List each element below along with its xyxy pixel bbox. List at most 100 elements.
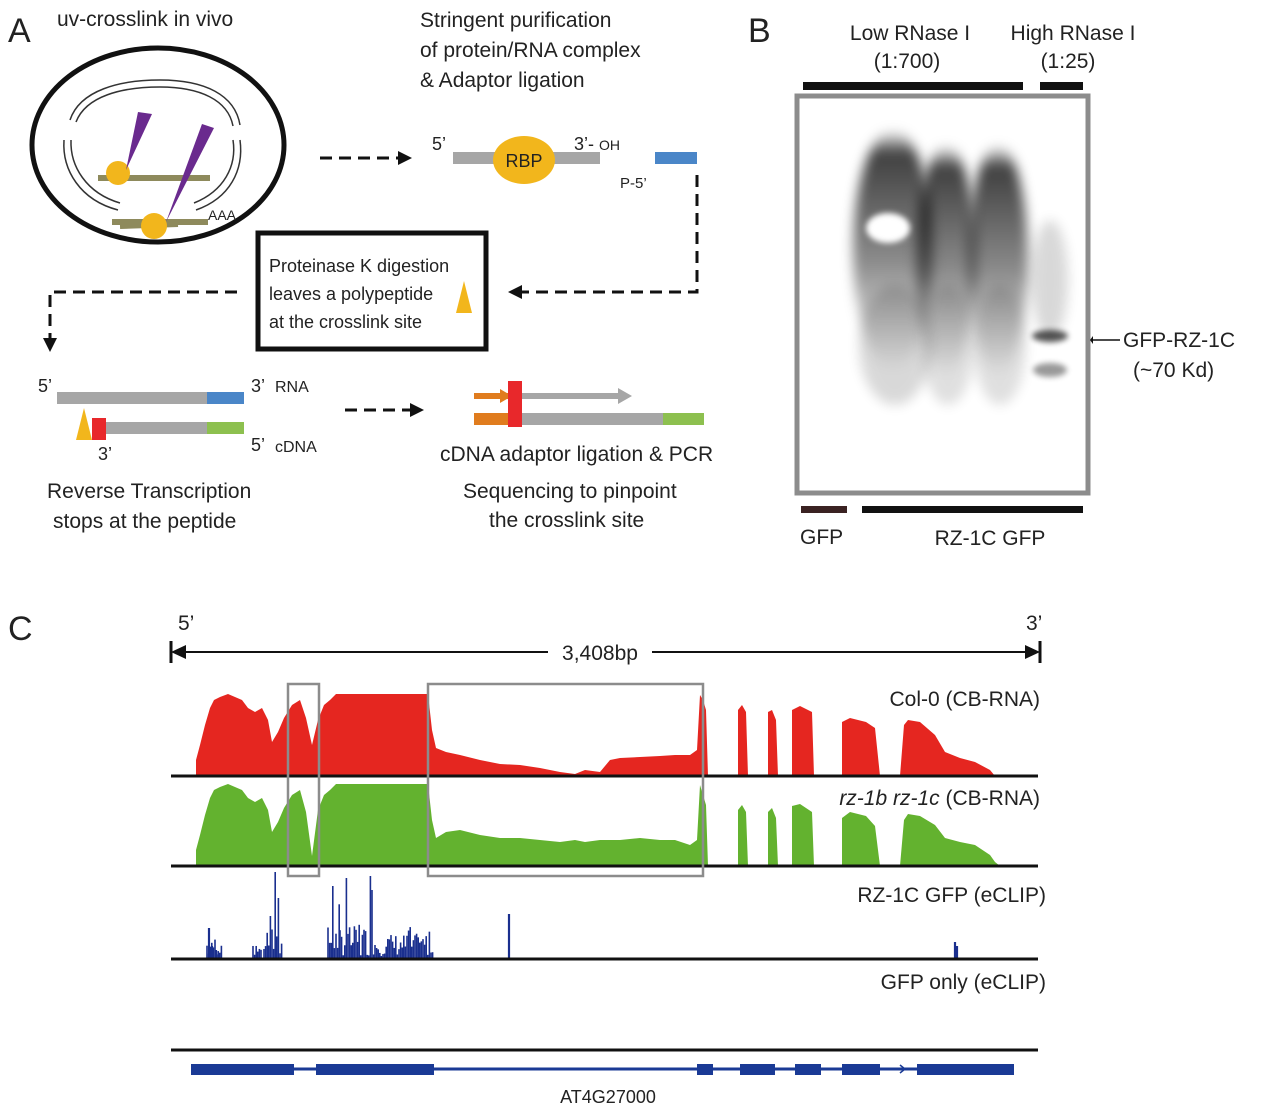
gene-model <box>191 1064 1014 1075</box>
gel-band-lower <box>1033 363 1067 377</box>
rna-label: RNA <box>275 379 309 396</box>
exon-3 <box>697 1064 713 1075</box>
arrow-head-2 <box>508 285 522 299</box>
nucleus-envelope-inner <box>75 86 234 127</box>
exon-2 <box>316 1064 434 1075</box>
peptide-icon-box <box>456 281 472 313</box>
high-rnase-ratio: (1:25) <box>1041 50 1096 73</box>
gel-smear-1 <box>859 285 931 405</box>
uv-beam-2 <box>166 124 214 222</box>
panel-b-letter: B <box>748 12 771 50</box>
cell-membrane <box>29 45 287 245</box>
band-label: GFP-RZ-1C <box>1123 329 1235 352</box>
nucleus-envelope-left <box>63 139 119 211</box>
panel-b: B Low RNase I (1:700) High RNase I (1:25… <box>748 12 1235 550</box>
gel-smear-2 <box>922 285 974 405</box>
nucleus-envelope-right <box>195 139 242 211</box>
low-rnase-ratio: (1:700) <box>874 50 941 73</box>
pcr-caption-line3: the crosslink site <box>489 509 644 532</box>
rbp-three-prime: 3’- <box>574 134 594 154</box>
low-rnase-bar <box>803 82 1023 90</box>
gene-name: AT4G27000 <box>560 1087 656 1107</box>
eclip-bars <box>206 872 959 958</box>
scale-arrow-right <box>1025 645 1040 659</box>
coverage-col0 <box>196 694 995 776</box>
proteinase-line3: at the crosslink site <box>269 312 422 332</box>
cdna-three-label: 3’ <box>98 444 112 464</box>
exon-6 <box>842 1064 880 1075</box>
low-rnase-label: Low RNase I <box>850 22 970 45</box>
band-arrow-head <box>1090 336 1093 344</box>
step2-line3: & Adaptor ligation <box>420 69 585 92</box>
high-rnase-bar <box>1040 82 1083 90</box>
rbp-cytoplasmic <box>141 213 167 239</box>
pcr-diagram <box>474 381 704 427</box>
gene-direction-chevron <box>899 1064 907 1074</box>
proteinase-line2: leaves a polypeptide <box>269 284 433 304</box>
cdna-label: cDNA <box>275 439 317 456</box>
rbp-nuclear <box>106 161 130 185</box>
rbp-complex: 5’ RBP 3’- OH P-5’ <box>432 134 697 192</box>
cell-diagram: AAA <box>29 45 287 245</box>
exon-7 <box>917 1064 1014 1075</box>
rt-peptide-icon <box>76 408 92 440</box>
step1-label: uv-crosslink in vivo <box>57 8 233 31</box>
rbp-ellipse <box>493 136 555 184</box>
gel-image <box>853 130 1068 405</box>
pcr-caption-line1: cDNA adaptor ligation & PCR <box>440 443 713 466</box>
p5-label: P-5’ <box>620 175 647 192</box>
step2-line2: of protein/RNA complex <box>420 39 641 62</box>
exon-5 <box>795 1064 821 1075</box>
panel-c-letter: C <box>8 610 33 648</box>
panel-a-letter: A <box>8 12 31 50</box>
lane-rz-label: RZ-1C GFP <box>935 527 1046 550</box>
pcr-primer-top-head <box>500 389 512 403</box>
rt-caption-line2: stops at the peptide <box>53 510 236 533</box>
cdna-peptide-stop <box>92 418 106 440</box>
band-size: (~70 Kd) <box>1133 359 1214 382</box>
gel-band-70kd <box>1032 330 1068 342</box>
gel-smear-3 <box>974 285 1026 405</box>
step2-line1: Stringent purification <box>420 9 611 32</box>
lane-gfp-bar <box>801 506 847 513</box>
pcr-peptide <box>508 381 522 427</box>
rna-three-label: 3’ <box>251 376 265 396</box>
scale-arrow-left <box>171 645 186 659</box>
arrow-head-4 <box>410 403 424 417</box>
scale-length: 3,408bp <box>562 642 638 665</box>
highlight-box-large <box>426 682 705 878</box>
panel-c: C 5’ 3’ 3,408bp Col-0 (CB-RNA) rz-1b rz-… <box>8 610 1046 1107</box>
pcr-extension-head <box>618 388 632 404</box>
nucleus-envelope-left-inner <box>70 139 121 204</box>
panel-a: A uv-crosslink in vivo AAA Stringent pur… <box>8 8 713 533</box>
track3-label: RZ-1C GFP (eCLIP) <box>857 884 1046 907</box>
proteinase-box <box>255 230 489 352</box>
track2-label-italic: rz-1b rz-1c <box>839 787 940 810</box>
lane-rz-bar <box>862 506 1083 513</box>
track2-label-rest: (CB-RNA) <box>940 787 1040 810</box>
exon-4 <box>740 1064 775 1075</box>
rt-caption-line1: Reverse Transcription <box>47 480 251 503</box>
arrow-step3-to-step4 <box>48 290 237 338</box>
polya-label: AAA <box>208 207 237 223</box>
rna-five-label: 5’ <box>38 376 52 396</box>
gel-saturated-spot <box>866 213 910 243</box>
exon-1 <box>191 1064 294 1075</box>
high-rnase-label: High RNase I <box>1011 22 1136 45</box>
scale-five-label: 5’ <box>178 612 194 635</box>
cdna-five-label: 5’ <box>251 435 265 455</box>
uv-beam-1 <box>126 112 152 170</box>
rbp-five-prime: 5’ <box>432 134 446 154</box>
arrow-head-1 <box>398 151 412 165</box>
nucleus-envelope-outer <box>69 79 241 126</box>
track1-label: Col-0 (CB-RNA) <box>889 688 1040 711</box>
proteinase-line1: Proteinase K digestion <box>269 256 449 276</box>
arrow-head-3 <box>43 338 57 352</box>
track2-label: rz-1b rz-1c (CB-RNA) <box>839 787 1040 810</box>
lane-gfp-label: GFP <box>800 526 843 549</box>
nucleus-envelope-right-inner <box>193 139 235 204</box>
arrow-step2-to-step3 <box>522 175 699 294</box>
rbp-label: RBP <box>505 151 542 171</box>
rbp-oh: OH <box>599 137 620 153</box>
